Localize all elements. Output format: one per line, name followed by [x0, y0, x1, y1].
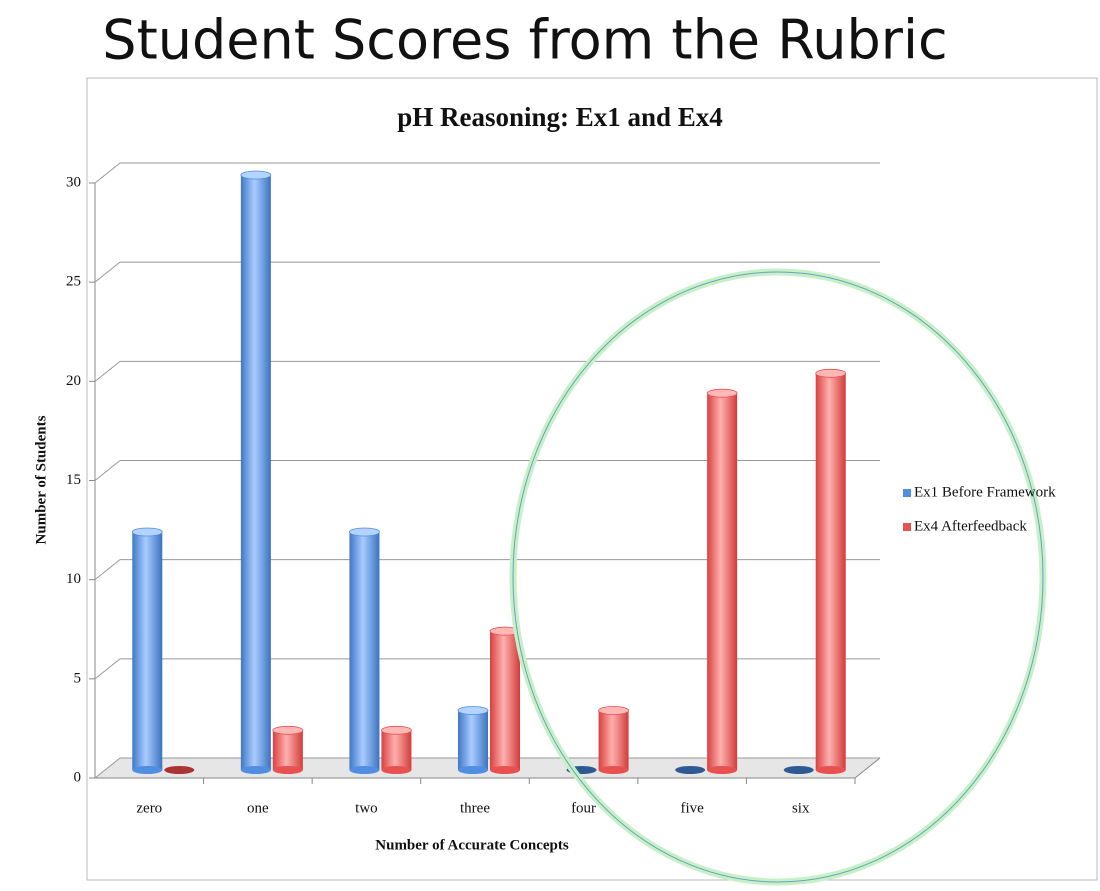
bar-top	[598, 706, 629, 715]
y-tick-label: 20	[66, 373, 81, 389]
floor-edge	[854, 757, 881, 779]
bar-body	[815, 373, 846, 770]
bar-base	[815, 766, 846, 774]
x-tick-label: zero	[136, 800, 162, 816]
bar-top	[381, 725, 412, 735]
y-tick-label: 10	[66, 571, 81, 587]
bar	[164, 766, 195, 774]
bar-body	[349, 532, 380, 770]
bar-base	[707, 766, 738, 774]
x-tick-label: one	[247, 800, 269, 816]
grid-line	[94, 162, 121, 184]
bar-top	[675, 766, 706, 774]
bar-base	[272, 766, 303, 774]
bar-top	[457, 706, 489, 715]
bar-top	[706, 388, 738, 398]
bar-top	[815, 368, 847, 378]
bar	[240, 170, 272, 774]
bar-body	[707, 393, 738, 770]
bar-body	[272, 730, 303, 770]
bar-base	[381, 766, 412, 774]
bar	[815, 368, 847, 774]
bar-body	[458, 710, 488, 770]
grid-line	[94, 559, 121, 581]
slide-heading: Student Scores from the Rubric	[102, 9, 947, 72]
bar	[381, 725, 412, 774]
bar-body	[598, 710, 629, 770]
bar-body	[381, 730, 412, 770]
bar-body	[240, 175, 271, 770]
bar-base	[240, 766, 271, 774]
bar-top	[164, 766, 195, 774]
bar	[706, 388, 738, 774]
legend-swatch	[903, 489, 911, 497]
y-tick-label: 25	[66, 274, 81, 290]
y-tick-label: 5	[74, 670, 82, 686]
bar-base	[132, 766, 163, 774]
highlight-ring-outline	[512, 271, 1044, 883]
bar-top	[131, 527, 163, 537]
legend-label: Ex1 Before Framework	[914, 484, 1056, 500]
bar-top	[783, 766, 814, 774]
bar	[675, 766, 706, 774]
x-tick-label: six	[792, 800, 810, 816]
bar	[489, 626, 521, 774]
grid-line	[94, 261, 121, 283]
grid-line	[94, 658, 121, 680]
bar-top	[272, 725, 304, 735]
bar	[457, 706, 489, 774]
bar-base	[349, 766, 380, 774]
bar-base	[458, 766, 488, 774]
x-tick-label: four	[571, 800, 596, 816]
y-tick-label: 0	[74, 769, 82, 785]
y-tick-label: 30	[66, 174, 81, 190]
y-tick-label: 15	[66, 472, 81, 488]
bar-body	[132, 532, 163, 770]
x-tick-label: three	[460, 800, 490, 816]
legend-swatch	[903, 523, 911, 531]
legend-label: Ex4 Afterfeedback	[914, 518, 1027, 534]
grid-line	[94, 757, 121, 779]
chart-title: pH Reasoning: Ex1 and Ex4	[397, 102, 723, 132]
grid-line	[94, 360, 121, 382]
bar	[783, 766, 814, 774]
bar	[349, 527, 380, 774]
bar-top	[240, 170, 272, 180]
bar-base	[598, 766, 629, 774]
bar	[272, 725, 304, 774]
y-axis-label: Number of Students	[33, 415, 49, 544]
grid-line	[94, 460, 121, 481]
bar	[598, 706, 629, 774]
bar-body	[490, 631, 520, 770]
x-tick-label: five	[680, 800, 704, 816]
bar	[131, 527, 163, 774]
bar-top	[349, 527, 380, 537]
bar-base	[490, 766, 520, 774]
x-axis-label: Number of Accurate Concepts	[375, 837, 569, 853]
x-tick-label: two	[355, 800, 378, 816]
